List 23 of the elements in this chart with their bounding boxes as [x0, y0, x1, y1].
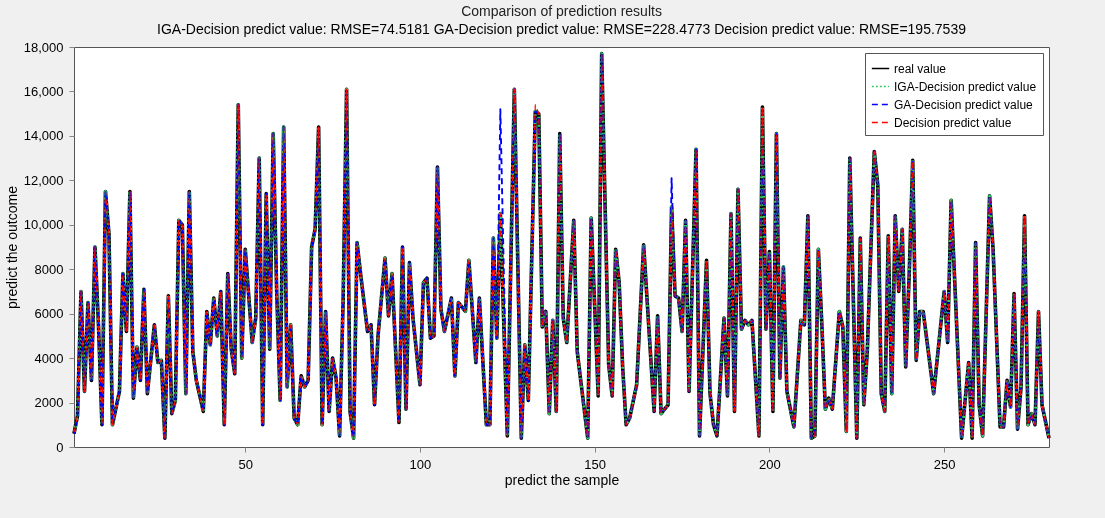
- x-tick-label: 100: [409, 456, 432, 472]
- x-tick-label: 250: [933, 456, 956, 472]
- y-tick-label: 18,000: [23, 39, 64, 55]
- x-tick-label: 50: [238, 456, 253, 472]
- y-tick-label: 16,000: [23, 83, 64, 99]
- y-tick-label: 14,000: [23, 128, 64, 144]
- legend-label: IGA-Decision predict value: [894, 79, 1037, 94]
- y-tick-label: 0: [56, 439, 64, 455]
- legend-label: real value: [894, 61, 947, 76]
- y-tick-label: 8000: [34, 261, 64, 277]
- x-tick-label: 200: [759, 456, 781, 472]
- legend-label: Decision predict value: [894, 115, 1012, 130]
- y-axis-title: predict the outcome: [3, 185, 20, 309]
- chart-title: Comparison of prediction results: [461, 3, 662, 19]
- chart-subtitle: IGA-Decision predict value: RMSE=74.5181 GA-Decision predict value: RMSE=228.4773 Decision predict value: RMSE=195.7539: [157, 21, 967, 37]
- y-tick-label: 12,000: [23, 172, 64, 188]
- y-tick-label: 2000: [34, 395, 64, 411]
- x-tick-label: 150: [584, 456, 607, 472]
- y-tick-label: 4000: [34, 350, 64, 366]
- y-tick-label: 6000: [34, 306, 64, 322]
- y-tick-label: 10,000: [23, 217, 64, 233]
- x-axis-title: predict the sample: [504, 471, 620, 488]
- legend-label: GA-Decision predict value: [894, 97, 1034, 112]
